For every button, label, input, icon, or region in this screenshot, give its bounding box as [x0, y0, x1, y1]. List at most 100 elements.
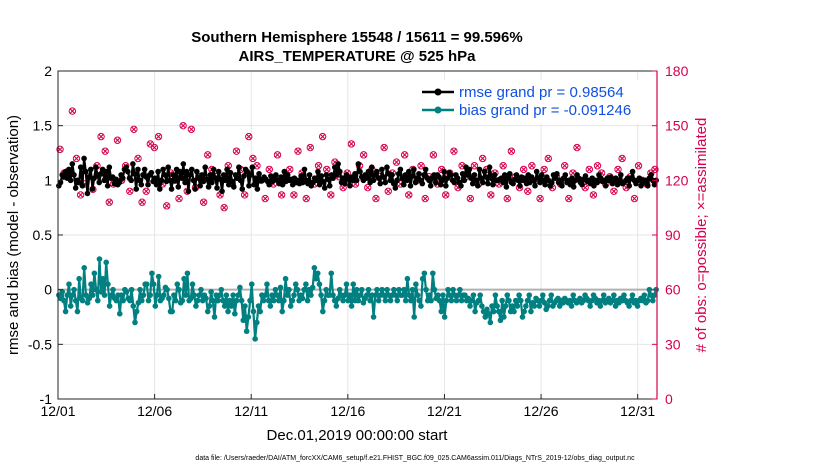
rmse-point [123, 164, 129, 171]
obs-possible-point [72, 154, 81, 163]
rmse-point [377, 180, 384, 187]
rmse-point [542, 181, 548, 188]
bias-point [375, 297, 382, 304]
bias-point [191, 292, 198, 298]
bias-point [440, 292, 446, 298]
bias-point [64, 292, 71, 298]
y-tick-label-right: 150 [665, 118, 689, 134]
bias-point [88, 281, 94, 288]
bias-point [228, 303, 235, 309]
obs-possible-point [318, 132, 327, 141]
obs-possible-point [138, 198, 146, 206]
obs-assimilated-point [373, 195, 379, 202]
obs-possible-point [220, 203, 228, 212]
rmse-point [325, 176, 331, 183]
rmse-point [71, 172, 77, 178]
bias-point [182, 292, 189, 298]
rmse-point [602, 183, 609, 189]
rmse-point [229, 178, 235, 185]
rmse-point [533, 168, 540, 175]
obs-possible-point [187, 125, 196, 134]
bias-point [237, 284, 243, 291]
rmse-point [236, 164, 242, 171]
obs-possible-point [651, 165, 659, 174]
bias-point [392, 292, 399, 298]
chart-title: Southern Hemisphere 15548 / 15611 = 99.5… [191, 29, 522, 46]
rmse-point [389, 172, 395, 178]
bias-point [499, 297, 505, 304]
rmse-point [486, 164, 493, 171]
bias-point [621, 292, 627, 298]
bias-point [448, 297, 455, 304]
bias-point [304, 297, 311, 304]
bias-point [455, 292, 461, 298]
bias-series [56, 256, 659, 342]
rmse-point [485, 180, 491, 187]
rmse-point [182, 179, 188, 186]
rmse-point [175, 184, 182, 190]
bias-point [100, 275, 106, 282]
obs-assimilated-point [418, 162, 424, 169]
rmse-point [400, 181, 407, 188]
bias-point [74, 308, 81, 315]
bias-point [174, 281, 181, 288]
bias-point [76, 275, 82, 282]
x-tick-label: 12/31 [620, 403, 655, 419]
bias-point [404, 275, 411, 282]
bias-point [274, 292, 280, 298]
rmse-point [256, 170, 262, 177]
rmse-point [506, 170, 513, 177]
bias-point [328, 270, 335, 277]
bias-point [355, 297, 362, 304]
bias-point [387, 297, 394, 304]
rmse-point [194, 168, 200, 175]
bias-point [479, 303, 485, 309]
bias-point [152, 303, 159, 309]
bias-point [264, 281, 270, 288]
bias-point [260, 297, 267, 304]
bias-point [309, 284, 316, 291]
rmse-point [517, 183, 523, 189]
ticks: 12/01 12/06 12/11 12/16 12/21 12/26 12/31 -1 -0.… [28, 63, 689, 419]
obs-assimilated-point [303, 195, 310, 202]
bias-point [546, 297, 553, 304]
obs-possible-point [126, 187, 134, 195]
bias-point [216, 292, 223, 298]
bias-point [568, 303, 575, 309]
rmse-point [538, 172, 545, 178]
bias-point [431, 286, 438, 293]
bias-point [320, 308, 326, 315]
rmse-point [101, 177, 108, 184]
rmse-point [237, 177, 244, 184]
legend-rmse-marker [434, 88, 442, 96]
y-tick-label-right: 180 [665, 63, 689, 79]
bias-point [196, 292, 203, 298]
bias-point [250, 308, 257, 315]
bias-point [211, 314, 218, 320]
obs-possible-point [245, 132, 253, 141]
obs-possible-point [421, 194, 429, 203]
rmse-point [320, 178, 326, 185]
rmse-point [432, 179, 439, 186]
bias-point [502, 303, 509, 309]
x-tick-label: 12/26 [524, 403, 559, 419]
obs-possible-point [130, 125, 138, 134]
rmse-point [214, 185, 220, 191]
bias-point [147, 292, 154, 298]
obs-assimilated-point [180, 122, 186, 129]
obs-assimilated-point [278, 192, 285, 198]
bias-point [413, 281, 419, 288]
plot-series [56, 107, 659, 342]
bias-point [644, 297, 651, 304]
obs-possible-point [593, 162, 602, 170]
bias-point [524, 297, 531, 304]
bias-point [357, 292, 363, 298]
bias-point [303, 281, 309, 288]
obs-assimilated-point [266, 166, 273, 173]
bias-point [421, 270, 428, 277]
obs-assimilated-point [135, 155, 141, 162]
obs-assimilated-point [291, 192, 297, 198]
rmse-point [575, 175, 582, 181]
bias-point [467, 303, 473, 309]
rmse-point [347, 183, 353, 189]
